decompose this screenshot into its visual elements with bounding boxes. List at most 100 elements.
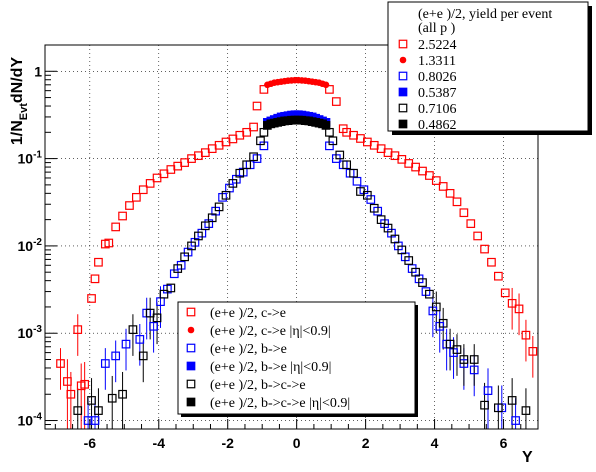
legend-bottom-label: (e+e )/2, b->e xyxy=(210,342,287,357)
data-point xyxy=(249,122,258,132)
data-point xyxy=(111,351,121,361)
data-point xyxy=(145,179,155,188)
data-point xyxy=(242,127,252,137)
data-point xyxy=(104,238,114,248)
data-point xyxy=(111,222,121,232)
legend-top: (e+e )/2, yield per event(all p ) 2.52241… xyxy=(387,1,592,135)
data-point xyxy=(249,152,258,162)
data-point xyxy=(328,136,338,146)
data-point xyxy=(132,192,141,202)
data-point xyxy=(376,215,386,224)
data-point xyxy=(128,325,138,334)
x-tick-label: 2 xyxy=(362,435,370,451)
legend-bottom-marker xyxy=(186,307,196,317)
data-point xyxy=(180,252,189,262)
y-tick-label: 10-4 xyxy=(18,412,43,429)
data-point xyxy=(90,416,100,425)
data-point xyxy=(149,321,158,331)
data-point xyxy=(521,406,531,415)
data-point xyxy=(469,365,479,375)
data-point xyxy=(487,257,496,267)
data-point xyxy=(383,148,393,157)
data-point xyxy=(397,245,407,255)
data-point xyxy=(331,97,341,106)
x-tick-label: 0 xyxy=(293,435,301,451)
y-axis-ticks: 10-4 10-3 10-2 10-1 1 xyxy=(18,44,57,430)
data-point xyxy=(187,241,196,251)
data-point xyxy=(80,379,89,389)
data-point xyxy=(322,81,330,89)
x-tick-label: 6 xyxy=(500,435,508,451)
data-point xyxy=(438,318,448,328)
data-point xyxy=(473,231,483,241)
data-point xyxy=(383,223,393,233)
data-point xyxy=(228,179,238,188)
data-point xyxy=(63,377,72,386)
data-point xyxy=(459,355,469,364)
data-point xyxy=(166,283,176,293)
x-axis-label: Y xyxy=(522,449,533,466)
data-point xyxy=(469,355,479,364)
data-point xyxy=(431,176,441,185)
x-tick-label: -6 xyxy=(84,435,97,451)
data-point xyxy=(452,197,462,207)
data-point xyxy=(425,289,434,299)
data-point xyxy=(73,406,83,415)
grid-lines xyxy=(45,45,538,429)
legend-top-header: (e+e )/2, yield per event xyxy=(418,7,552,22)
legend-top-marker xyxy=(399,56,407,64)
data-point xyxy=(135,335,145,344)
legend-top-label: 2.5224 xyxy=(418,38,457,53)
data-point xyxy=(431,302,441,312)
data-point xyxy=(214,202,224,212)
data-point xyxy=(107,393,117,403)
data-point xyxy=(349,168,358,178)
data-point xyxy=(83,416,93,425)
data-point xyxy=(500,288,510,298)
legend-bottom-marker xyxy=(187,326,195,334)
plot-frame xyxy=(44,44,539,430)
legend-top-label: 0.8026 xyxy=(418,70,457,85)
data-point xyxy=(235,168,245,178)
data-point xyxy=(118,211,127,221)
data-point xyxy=(87,396,96,405)
data-point xyxy=(118,389,127,399)
data-point xyxy=(404,256,414,265)
data-point xyxy=(187,154,196,163)
legend-bottom-label: (e+e )/2, c->e xyxy=(210,306,286,321)
data-point xyxy=(259,85,269,94)
data-points xyxy=(56,76,538,425)
data-point xyxy=(121,339,131,349)
data-point xyxy=(452,345,462,354)
data-point xyxy=(94,406,103,415)
data-point xyxy=(528,347,538,356)
data-point xyxy=(494,403,503,413)
data-point xyxy=(507,298,517,308)
legend-bottom-marker xyxy=(186,343,196,353)
legend-top-label: 1.3311 xyxy=(418,54,456,69)
data-point xyxy=(480,400,489,410)
data-point xyxy=(194,151,203,161)
data-point xyxy=(425,171,434,180)
legend-bottom-label: (e+e )/2, b->c->e |η|<0.9| xyxy=(210,396,350,411)
legend-top-box xyxy=(387,1,589,132)
legend-top-label: 0.5387 xyxy=(418,86,457,101)
data-point xyxy=(145,308,155,318)
data-point xyxy=(459,208,469,218)
data-point xyxy=(66,389,76,399)
data-point xyxy=(514,304,524,314)
data-point xyxy=(207,213,217,223)
data-point xyxy=(73,325,83,334)
data-point xyxy=(445,339,455,349)
legend-top-marker xyxy=(398,103,408,113)
data-point xyxy=(480,244,489,254)
legend-top-label: 0.4862 xyxy=(418,118,457,133)
data-point xyxy=(256,136,265,146)
data-point xyxy=(100,359,110,368)
data-point xyxy=(221,137,231,147)
data-point xyxy=(235,130,245,140)
data-point xyxy=(418,166,427,176)
data-point xyxy=(200,221,210,231)
data-point xyxy=(138,351,148,361)
